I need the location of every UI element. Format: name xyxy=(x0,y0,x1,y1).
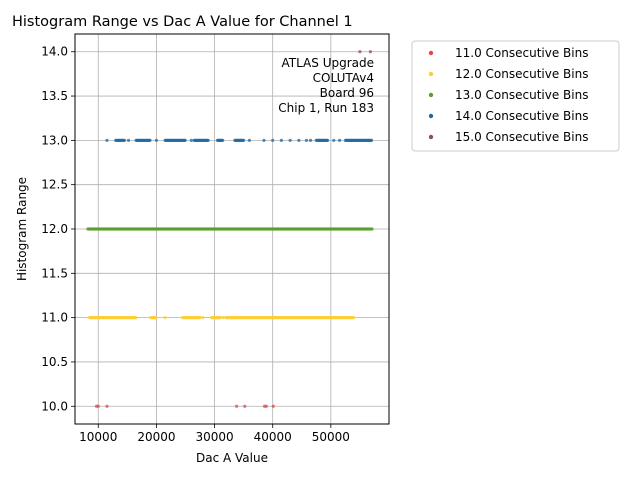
data-point xyxy=(154,316,158,320)
data-point xyxy=(198,316,202,320)
legend-marker xyxy=(428,134,434,140)
data-point xyxy=(326,138,330,142)
data-point xyxy=(369,138,374,142)
legend-label: 15.0 Consecutive Bins xyxy=(455,130,588,144)
data-point xyxy=(154,138,159,142)
legend-frame xyxy=(411,40,620,152)
legend: 11.0 Consecutive Bins 12.0 Consecutive Bi… xyxy=(411,40,620,152)
annotation-line-1: ATLAS Upgrade xyxy=(281,56,374,70)
data-point xyxy=(279,138,284,142)
y-tick-label: 12.5 xyxy=(41,178,68,192)
data-point xyxy=(358,50,362,54)
data-point xyxy=(288,138,292,142)
y-tick-label: 13.0 xyxy=(41,133,68,147)
data-point xyxy=(218,316,222,320)
data-point xyxy=(235,404,239,408)
data-point xyxy=(206,138,210,142)
legend-marker xyxy=(428,50,434,56)
data-point xyxy=(163,316,167,320)
data-point xyxy=(304,138,309,142)
data-point xyxy=(368,50,372,54)
annotation-line-4: Chip 1, Run 183 xyxy=(278,101,374,115)
data-point xyxy=(370,227,374,231)
chart-title: Histogram Range vs Dac A Value for Chann… xyxy=(12,14,353,30)
y-tick-label: 12.0 xyxy=(41,222,68,236)
data-point xyxy=(122,138,127,142)
y-tick-label: 13.5 xyxy=(41,89,68,103)
data-point xyxy=(308,138,313,142)
data-point xyxy=(134,316,138,320)
data-point xyxy=(96,404,100,408)
data-point xyxy=(262,138,266,142)
data-point xyxy=(264,404,268,408)
legend-label: 13.0 Consecutive Bins xyxy=(455,88,588,102)
legend-marker xyxy=(428,71,434,77)
data-point xyxy=(183,138,187,142)
data-point xyxy=(332,138,336,142)
y-tick-label: 10.0 xyxy=(41,399,68,413)
y-tick-label: 11.0 xyxy=(41,311,68,325)
data-point xyxy=(271,404,275,408)
data-point xyxy=(148,138,152,142)
x-tick-label: 40000 xyxy=(254,430,292,444)
legend-marker xyxy=(428,92,434,98)
x-axis-label: Dac A Value xyxy=(196,451,268,465)
data-point xyxy=(297,138,301,142)
x-tick-label: 10000 xyxy=(79,430,117,444)
y-axis-label: Histogram Range xyxy=(15,177,29,281)
annotation-line-2: COLUTAv4 xyxy=(313,71,374,85)
legend-items: 11.0 Consecutive Bins 12.0 Consecutive Bi… xyxy=(428,46,588,144)
x-tick-label: 30000 xyxy=(195,430,233,444)
data-point xyxy=(243,404,247,408)
data-point xyxy=(221,316,225,320)
y-axis-ticks: 10.0 10.5 11.0 11.5 12.0 12.5 13.0 13.5 14.0 xyxy=(41,45,75,413)
data-point xyxy=(337,138,342,142)
data-point xyxy=(247,138,252,142)
legend-label: 14.0 Consecutive Bins xyxy=(455,109,588,123)
y-tick-label: 10.5 xyxy=(41,355,68,369)
data-point xyxy=(105,138,109,142)
legend-label: 12.0 Consecutive Bins xyxy=(455,67,588,81)
x-axis-ticks: 10000 20000 30000 40000 50000 xyxy=(79,424,350,444)
legend-marker xyxy=(428,113,434,119)
x-tick-label: 50000 xyxy=(312,430,350,444)
data-point xyxy=(189,138,193,142)
data-point xyxy=(105,404,109,408)
data-point xyxy=(201,316,205,320)
data-point xyxy=(271,138,275,142)
y-tick-label: 14.0 xyxy=(41,45,68,59)
x-tick-label: 20000 xyxy=(137,430,175,444)
legend-label: 11.0 Consecutive Bins xyxy=(455,46,588,60)
data-point xyxy=(221,138,225,142)
data-point xyxy=(351,316,356,320)
annotation-line-3: Board 96 xyxy=(320,86,374,100)
data-point xyxy=(242,138,246,142)
data-point xyxy=(126,138,131,142)
annotation: ATLAS Upgrade COLUTAv4 Board 96 Chip 1, … xyxy=(278,56,374,115)
y-tick-label: 11.5 xyxy=(41,266,68,280)
data-points xyxy=(86,50,374,408)
